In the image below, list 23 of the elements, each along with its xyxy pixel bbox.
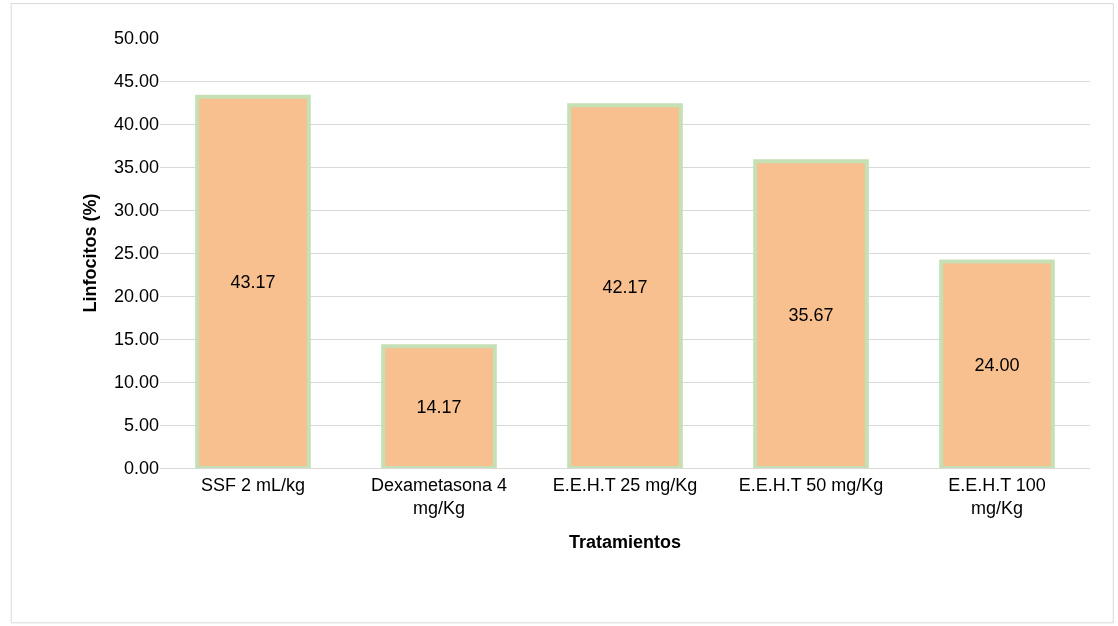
y-tick-label: 30.00 <box>113 200 159 221</box>
x-axis-title: Tratamientos <box>568 532 682 553</box>
y-tick-label: 45.00 <box>113 71 159 92</box>
y-tick-label: 25.00 <box>113 243 159 264</box>
y-tick-label: 15.00 <box>113 329 159 350</box>
data-label: 43.17 <box>230 272 276 293</box>
y-tick-label: 35.00 <box>113 157 159 178</box>
data-label: 35.67 <box>788 304 834 325</box>
y-tick-label: 20.00 <box>113 286 159 307</box>
y-tick-label: 40.00 <box>113 114 159 135</box>
data-label: 42.17 <box>602 276 648 297</box>
x-tick-label: E.E.H.T 100 mg/Kg <box>948 474 1046 518</box>
y-tick-label: 50.00 <box>113 28 159 49</box>
data-label: 14.17 <box>416 397 462 418</box>
x-tick-label: Dexametasona 4 mg/Kg <box>370 474 508 518</box>
x-tick-label: SSF 2 mL/kg <box>200 474 306 495</box>
y-axis-title: Linfocitos (%) <box>80 193 101 313</box>
y-tick-label: 5.00 <box>123 415 159 436</box>
data-label: 24.00 <box>974 354 1020 375</box>
x-tick-label: E.E.H.T 25 mg/Kg <box>552 474 698 495</box>
x-tick-label: E.E.H.T 50 mg/Kg <box>738 474 884 495</box>
y-tick-label: 10.00 <box>113 372 159 393</box>
y-tick-label: 0.00 <box>123 458 159 479</box>
